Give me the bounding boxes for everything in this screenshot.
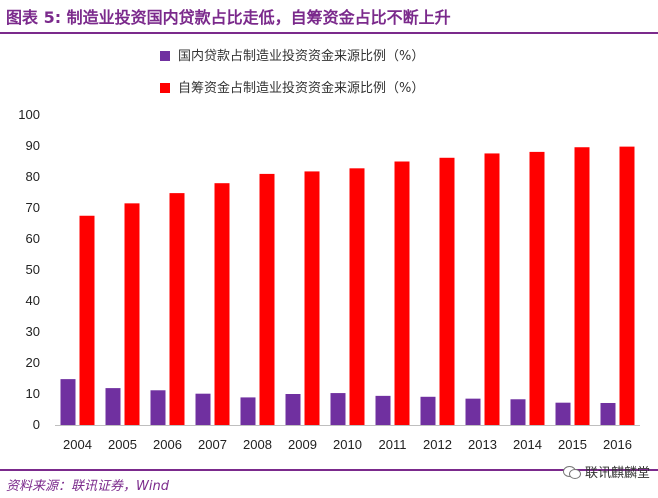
source-note: 资料来源：联讯证券，Wind	[6, 479, 169, 494]
bar-self-raised-2006	[169, 193, 185, 425]
y-tick-label: 0	[33, 417, 40, 432]
bar-domestic-loans-2013	[465, 398, 481, 425]
bar-self-raised-2014	[529, 151, 545, 425]
bar-domestic-loans-2015	[555, 402, 571, 425]
bars	[60, 146, 635, 426]
x-tick-label: 2009	[288, 437, 317, 452]
x-tick-label: 2016	[603, 437, 632, 452]
bar-domestic-loans-2011	[375, 395, 391, 425]
x-tick-label: 2007	[198, 437, 227, 452]
watermark-text: 联讯麒麟堂	[584, 466, 650, 481]
legend-label-0: 国内贷款占制造业投资资金来源比例（%）	[178, 48, 424, 64]
bar-domestic-loans-2009	[285, 394, 301, 425]
y-tick-label: 30	[26, 324, 40, 339]
x-tick-label: 2015	[558, 437, 587, 452]
bar-self-raised-2007	[214, 183, 230, 425]
y-tick-label: 40	[26, 293, 40, 308]
bar-self-raised-2015	[574, 147, 590, 426]
bar-domestic-loans-2006	[150, 390, 166, 425]
bar-self-raised-2011	[394, 161, 410, 425]
y-axis: 0 10 20 30 40 50 60 70 80 90 100	[18, 107, 40, 432]
x-tick-label: 2010	[333, 437, 362, 452]
y-tick-label: 10	[26, 386, 40, 401]
bar-self-raised-2008	[259, 173, 275, 425]
x-tick-label: 2005	[108, 437, 137, 452]
bar-self-raised-2005	[124, 203, 140, 425]
bar-domestic-loans-2012	[420, 396, 436, 425]
x-tick-label: 2006	[153, 437, 182, 452]
bar-chart: 国内贷款占制造业投资资金来源比例（%） 自筹资金占制造业投资资金来源比例（%） 0…	[18, 48, 640, 452]
x-tick-label: 2011	[379, 437, 407, 452]
bar-self-raised-2016	[619, 146, 635, 425]
bar-domestic-loans-2014	[510, 399, 526, 425]
y-tick-label: 50	[26, 262, 40, 277]
bar-domestic-loans-2004	[60, 379, 76, 425]
bar-domestic-loans-2007	[195, 393, 211, 425]
x-tick-label: 2008	[243, 437, 272, 452]
y-tick-label: 20	[26, 355, 40, 370]
bar-self-raised-2004	[79, 215, 95, 425]
bar-self-raised-2010	[349, 168, 365, 425]
x-tick-label: 2013	[468, 437, 497, 452]
y-tick-label: 80	[26, 169, 40, 184]
y-tick-label: 100	[18, 107, 40, 122]
legend: 国内贷款占制造业投资资金来源比例（%） 自筹资金占制造业投资资金来源比例（%）	[160, 48, 424, 96]
y-tick-label: 60	[26, 231, 40, 246]
y-tick-label: 90	[26, 138, 40, 153]
wechat-icon	[562, 465, 581, 479]
x-tick-label: 2012	[423, 437, 452, 452]
legend-swatch-0	[160, 51, 170, 61]
legend-swatch-1	[160, 83, 170, 93]
bar-domestic-loans-2008	[240, 397, 256, 425]
x-tick-label: 2004	[63, 437, 92, 452]
bar-self-raised-2009	[304, 171, 320, 425]
bar-domestic-loans-2010	[330, 393, 346, 425]
y-tick-label: 70	[26, 200, 40, 215]
bar-domestic-loans-2016	[600, 402, 616, 425]
chart-title: 图表 5: 制造业投资国内贷款占比走低，自筹资金占比不断上升	[6, 8, 451, 27]
x-axis: 2004 2005 2006 2007 2008 2009 2010 2011 2012 2013…	[55, 425, 640, 452]
footer-divider	[0, 469, 658, 471]
watermark: 联讯麒麟堂	[562, 462, 650, 481]
bar-domestic-loans-2005	[105, 388, 121, 425]
x-tick-label: 2014	[513, 437, 542, 452]
bar-self-raised-2012	[439, 157, 455, 425]
title-divider	[0, 32, 658, 34]
bar-self-raised-2013	[484, 153, 500, 425]
legend-label-1: 自筹资金占制造业投资资金来源比例（%）	[178, 80, 424, 96]
